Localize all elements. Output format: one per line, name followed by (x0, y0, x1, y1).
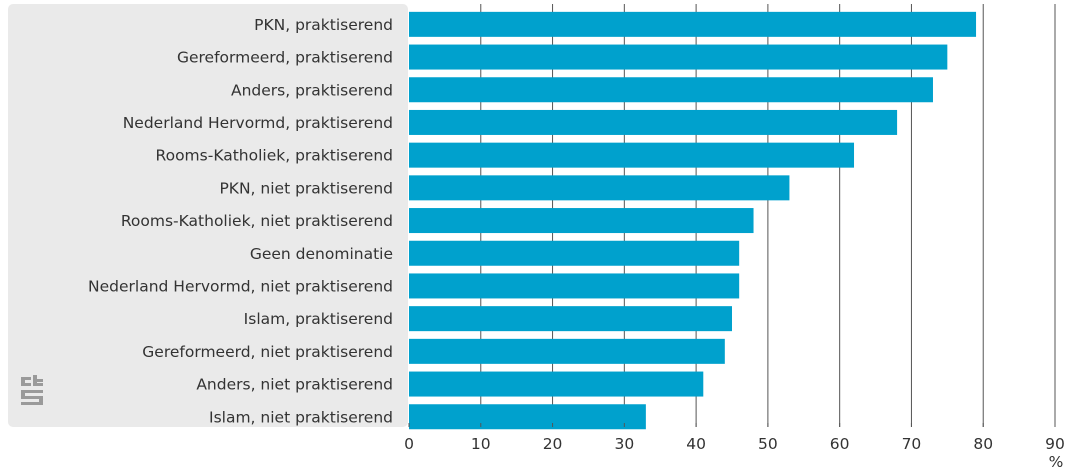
category-label: PKN, niet praktiserend (219, 179, 393, 197)
bar (409, 338, 725, 364)
bar (409, 11, 977, 37)
bar (409, 208, 754, 234)
x-tick-label: 0 (404, 435, 414, 453)
category-label: Gereformeerd, praktiserend (177, 49, 393, 67)
x-tick-label: 60 (830, 435, 850, 453)
bar (409, 44, 948, 70)
x-tick-label: 40 (686, 435, 706, 453)
bar (409, 273, 740, 299)
category-label: PKN, praktiserend (254, 16, 393, 34)
x-tick-label: 30 (614, 435, 634, 453)
bar (409, 77, 933, 103)
category-label: Geen denominatie (250, 245, 393, 263)
category-label: Rooms-Katholiek, niet praktiserend (121, 212, 393, 230)
x-tick-label: 80 (973, 435, 993, 453)
category-label: Anders, niet praktiserend (196, 376, 393, 394)
bar (409, 371, 704, 397)
category-label: Islam, praktiserend (244, 310, 393, 328)
bar (409, 240, 740, 266)
x-axis-unit: % (1049, 453, 1064, 469)
category-label: Rooms-Katholiek, praktiserend (156, 147, 393, 165)
bar (409, 175, 790, 201)
x-tick-label: 70 (902, 435, 922, 453)
category-labels: PKN, praktiserend Gereformeerd, praktiser… (88, 16, 393, 426)
category-label: Nederland Hervormd, niet praktiserend (88, 277, 393, 295)
x-axis: 0 10 20 30 40 50 60 70 80 90 (404, 423, 1065, 453)
bars (409, 11, 977, 430)
x-tick-label: 20 (543, 435, 563, 453)
category-label: Gereformeerd, niet praktiserend (142, 343, 393, 361)
category-label: Anders, praktiserend (231, 81, 393, 99)
category-label: Nederland Hervormd, praktiserend (123, 114, 393, 132)
bar (409, 306, 732, 332)
category-label: Islam, niet praktiserend (209, 408, 393, 426)
cbs-logo-icon (21, 375, 43, 405)
x-tick-label: 90 (1045, 435, 1065, 453)
bar (409, 109, 898, 135)
bar (409, 142, 855, 168)
x-tick-label: 10 (471, 435, 491, 453)
bar (409, 404, 646, 430)
x-tick-label: 50 (758, 435, 778, 453)
label-panel (8, 4, 408, 427)
